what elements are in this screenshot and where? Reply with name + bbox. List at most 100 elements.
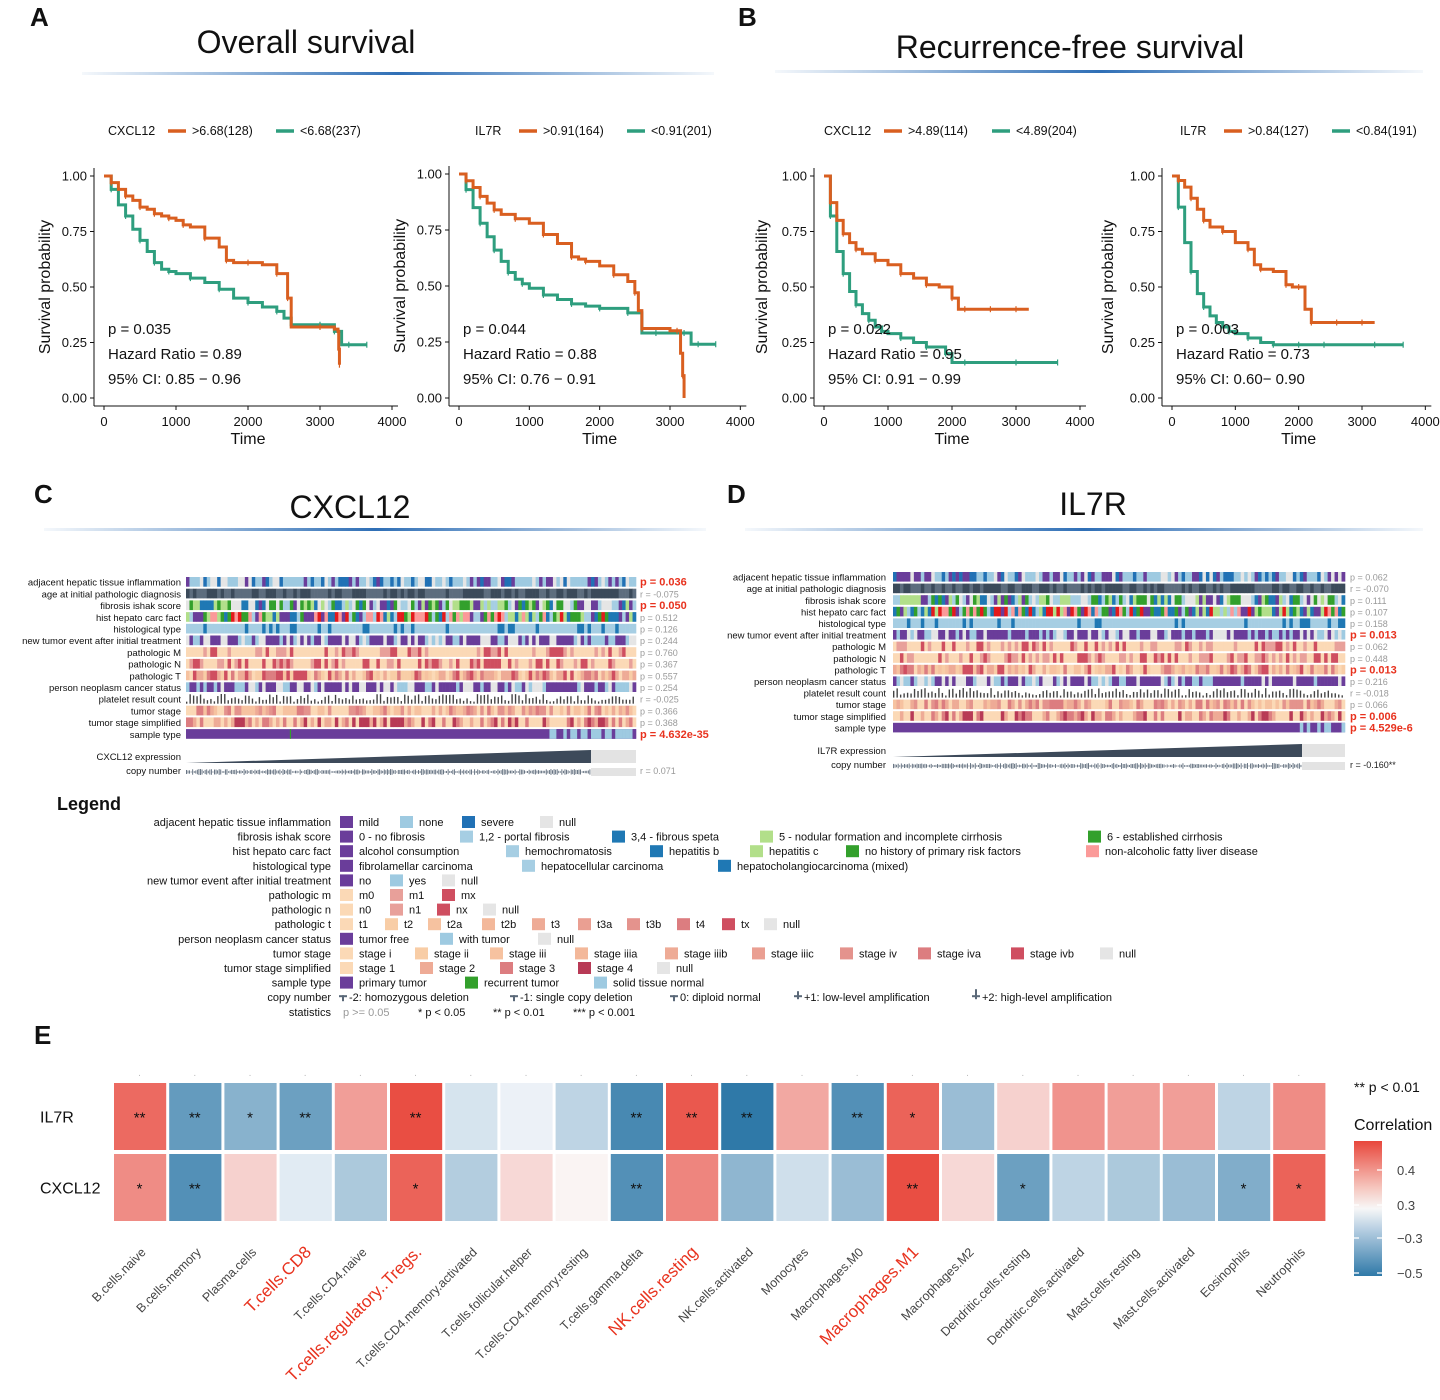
track-cell	[1153, 606, 1158, 617]
track-cell	[483, 658, 488, 669]
track-cell	[501, 577, 505, 587]
track-cell	[580, 729, 585, 739]
track-cell	[459, 600, 464, 611]
track-cell	[931, 711, 936, 721]
track-cell	[1039, 618, 1043, 628]
track-cell	[1000, 711, 1005, 721]
track-cell	[1338, 711, 1342, 721]
track-cell	[1108, 606, 1113, 617]
track-cell	[251, 670, 256, 681]
track-cell	[310, 647, 315, 657]
track-cell	[546, 612, 550, 622]
copy-cell	[262, 770, 264, 774]
copy-cell	[583, 770, 585, 774]
track-cell	[345, 612, 349, 622]
track-cell	[1198, 699, 1203, 710]
copy-cell	[411, 770, 413, 774]
track-cell	[282, 623, 287, 634]
track-cell	[893, 690, 895, 698]
track-cell	[466, 670, 471, 681]
track-cell	[1296, 606, 1301, 617]
track-cell	[1327, 722, 1332, 733]
track-cell	[906, 699, 911, 710]
track-cell	[276, 658, 280, 669]
legend-item-label: 0 - no fibrosis	[359, 832, 426, 844]
copy-cell	[1062, 764, 1064, 768]
track-cell	[372, 577, 377, 587]
track-cell	[1063, 641, 1068, 652]
track-cell	[237, 577, 242, 587]
track-cell	[542, 612, 547, 622]
track-cell	[535, 577, 540, 587]
track-cell	[1035, 711, 1040, 721]
track-cell	[903, 711, 908, 721]
y-axis-title: Survival probability	[754, 220, 771, 354]
track-cell	[379, 612, 384, 622]
track-cell	[269, 623, 273, 634]
track-cell	[286, 705, 291, 716]
track-cell	[910, 618, 915, 628]
track-cell	[1080, 606, 1085, 617]
track-cell	[265, 670, 270, 681]
copy-cell	[581, 771, 583, 773]
track-cell	[428, 577, 433, 587]
copy-cell	[979, 763, 981, 769]
copy-cell	[564, 769, 566, 775]
track-cell	[1205, 641, 1210, 652]
track-cell	[372, 699, 375, 704]
copy-cell	[358, 770, 360, 774]
track-cell	[186, 588, 190, 599]
track-cell	[1178, 572, 1182, 582]
track-cell	[469, 623, 474, 634]
track-cell	[1108, 595, 1113, 605]
track-cell	[258, 600, 263, 611]
track-cell	[535, 696, 537, 704]
track-cell	[1164, 676, 1168, 686]
track-cell	[1192, 676, 1196, 686]
track-cell	[1209, 694, 1211, 698]
track-cell	[459, 705, 464, 716]
track-cell	[1226, 692, 1229, 698]
track-cell	[604, 705, 609, 716]
track-cell	[1032, 583, 1036, 594]
track-cell	[959, 699, 963, 710]
legend-item: null	[483, 903, 519, 917]
track-cell	[979, 606, 984, 617]
track-cell	[1018, 630, 1022, 640]
track-cell	[1139, 630, 1144, 640]
track-cell	[1271, 699, 1276, 710]
track-cell	[1084, 711, 1089, 721]
copy-cell	[327, 770, 329, 774]
track-cell	[1150, 606, 1155, 617]
legend-item-label: -1: single copy deletion	[520, 992, 633, 1004]
copy-cell	[404, 769, 405, 775]
track-cell	[300, 623, 304, 634]
track-cell	[1132, 606, 1137, 617]
track-cell	[272, 600, 277, 611]
track-cell	[1233, 664, 1238, 675]
track-cell	[334, 647, 339, 657]
legend-item-label: no	[359, 875, 371, 887]
track-cell	[542, 658, 547, 669]
track-cell	[1240, 664, 1245, 675]
copy-cell	[960, 764, 962, 768]
track-cell	[1303, 618, 1308, 628]
copy-cell	[457, 771, 458, 773]
track-cell	[1216, 699, 1221, 710]
track-cell	[1261, 606, 1266, 617]
track-cell	[379, 670, 384, 681]
copy-cell	[539, 770, 541, 774]
track-cell	[1171, 711, 1175, 721]
copy-cell	[1160, 763, 1162, 769]
track-cell	[969, 572, 974, 582]
track-cell	[258, 670, 263, 681]
track-cell	[966, 583, 970, 594]
copy-number-row: copy number r = -0.160**	[831, 760, 1396, 771]
track-cell	[1334, 641, 1339, 652]
track-cell	[199, 658, 204, 669]
track-cell	[1139, 653, 1144, 663]
track-cell	[1258, 572, 1262, 582]
track-cell	[580, 612, 585, 622]
track-cell	[611, 588, 616, 599]
